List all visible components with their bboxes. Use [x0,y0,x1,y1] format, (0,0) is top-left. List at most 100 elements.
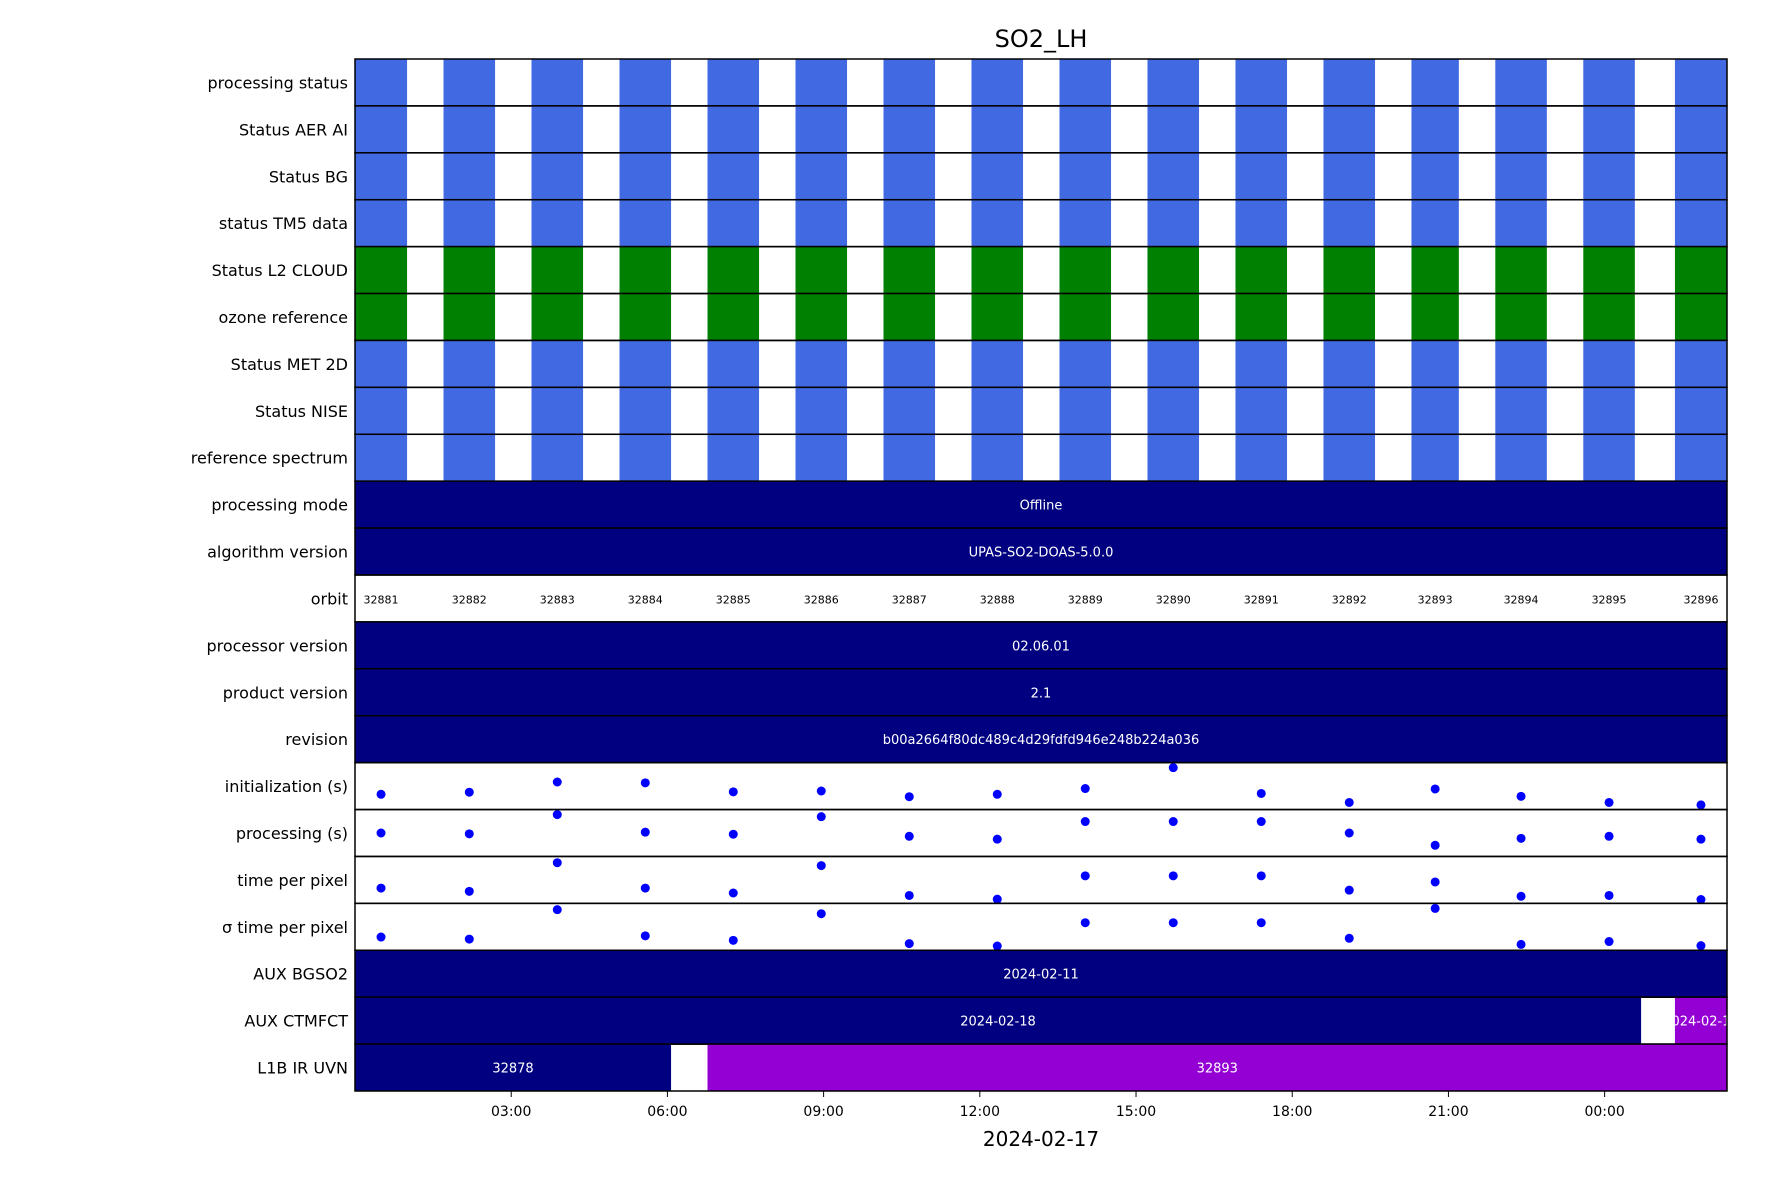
scatter-point [640,883,650,893]
orbit-number: 32882 [452,593,487,606]
status-block [883,387,936,435]
status-block [1674,152,1727,200]
x-tick-label: 00:00 [1584,1104,1624,1120]
status-block [795,293,848,341]
orbit-number: 32895 [1592,593,1627,606]
status-block [1323,105,1376,153]
status-block [795,199,848,247]
scatter-point [1344,885,1354,895]
orbit-number: 32893 [1418,593,1453,606]
segment-label: 32893 [1197,1062,1238,1077]
status-block [971,434,1024,482]
status-block [707,340,760,388]
scatter-point [376,883,386,893]
status-block [619,105,672,153]
row-label: AUX BGSO2 [253,965,348,984]
status-block [1059,152,1112,200]
status-block [1147,105,1200,153]
scatter-point [816,786,826,796]
status-block [707,387,760,435]
scatter-point [1080,918,1090,928]
row-1: Status AER AI [239,105,1728,154]
status-block [971,246,1024,294]
scatter-point [1516,939,1526,949]
x-axis: 03:00 06:00 09:00 12:00 15:00 18:00 21:00 00:00 [491,1091,1625,1120]
row-label: reference spectrum [191,449,348,468]
scatter-point [728,935,738,945]
row-2: Status BG [269,152,1728,201]
status-block [1235,434,1288,482]
scatter-point [640,827,650,837]
segment-bar [1674,997,1727,1045]
row-label: L1B IR UVN [257,1059,348,1078]
status-block [1583,434,1635,482]
status-block [1147,59,1200,106]
row-19: AUX BGSO2 2024-02-11 [253,949,1728,998]
status-block [1583,199,1635,247]
row-13: product version 2.1 [223,668,1728,717]
scatter-point [552,905,562,915]
row-label: Status BG [269,167,348,186]
status-block [795,152,848,200]
x-tick-label: 09:00 [803,1104,843,1120]
status-block [971,152,1024,200]
status-block [531,387,584,435]
status-block [795,387,848,435]
scatter-point [464,886,474,896]
status-block [707,199,760,247]
scatter-point [1696,834,1706,844]
row-label: Status AER AI [239,120,348,139]
segment-label: Offline [1020,499,1063,514]
scatter-point [904,831,914,841]
status-block [883,293,936,341]
segment-bar [355,481,1727,529]
status-block [1147,340,1200,388]
x-tick-label: 21:00 [1428,1104,1468,1120]
status-block [1583,152,1635,200]
row-label: status TM5 data [219,214,348,233]
x-tick-label: 03:00 [491,1104,531,1120]
status-block [1059,340,1112,388]
scatter-point [464,829,474,839]
scatter-point [728,829,738,839]
row-label: processing status [208,73,348,92]
scatter-point [1516,791,1526,801]
scatter-point [464,787,474,797]
scatter-point [904,792,914,802]
row-15: initialization (s) [225,761,1728,811]
status-block [1583,246,1635,294]
row-label: Status MET 2D [231,355,348,374]
segment-label: 32878 [492,1062,533,1077]
segment-bar [355,950,1727,998]
status-block [1674,105,1727,153]
status-block [443,387,496,435]
scatter-point [1604,937,1614,947]
scatter-point [1168,871,1178,881]
status-block [1323,199,1376,247]
status-block [795,340,848,388]
status-block [1674,293,1727,341]
status-block [1235,59,1288,106]
status-block [1059,59,1112,106]
status-block [795,246,848,294]
status-block [1495,340,1547,388]
status-block [355,387,408,435]
row-18: σ time per pixel [222,902,1728,952]
scatter-point [1430,784,1440,794]
row-label: revision [285,730,348,749]
row-12: processor version 02.06.01 [206,621,1728,670]
scatter-point [992,941,1002,951]
status-block [443,340,496,388]
status-block [795,105,848,153]
status-block [1235,293,1288,341]
status-block [443,152,496,200]
status-block [795,59,848,106]
status-block [883,105,936,153]
row-label: processing mode [211,496,348,515]
status-block [355,434,408,482]
segment-bar [355,621,1727,669]
status-block [531,246,584,294]
scatter-point [1516,891,1526,901]
status-block [1411,199,1459,247]
